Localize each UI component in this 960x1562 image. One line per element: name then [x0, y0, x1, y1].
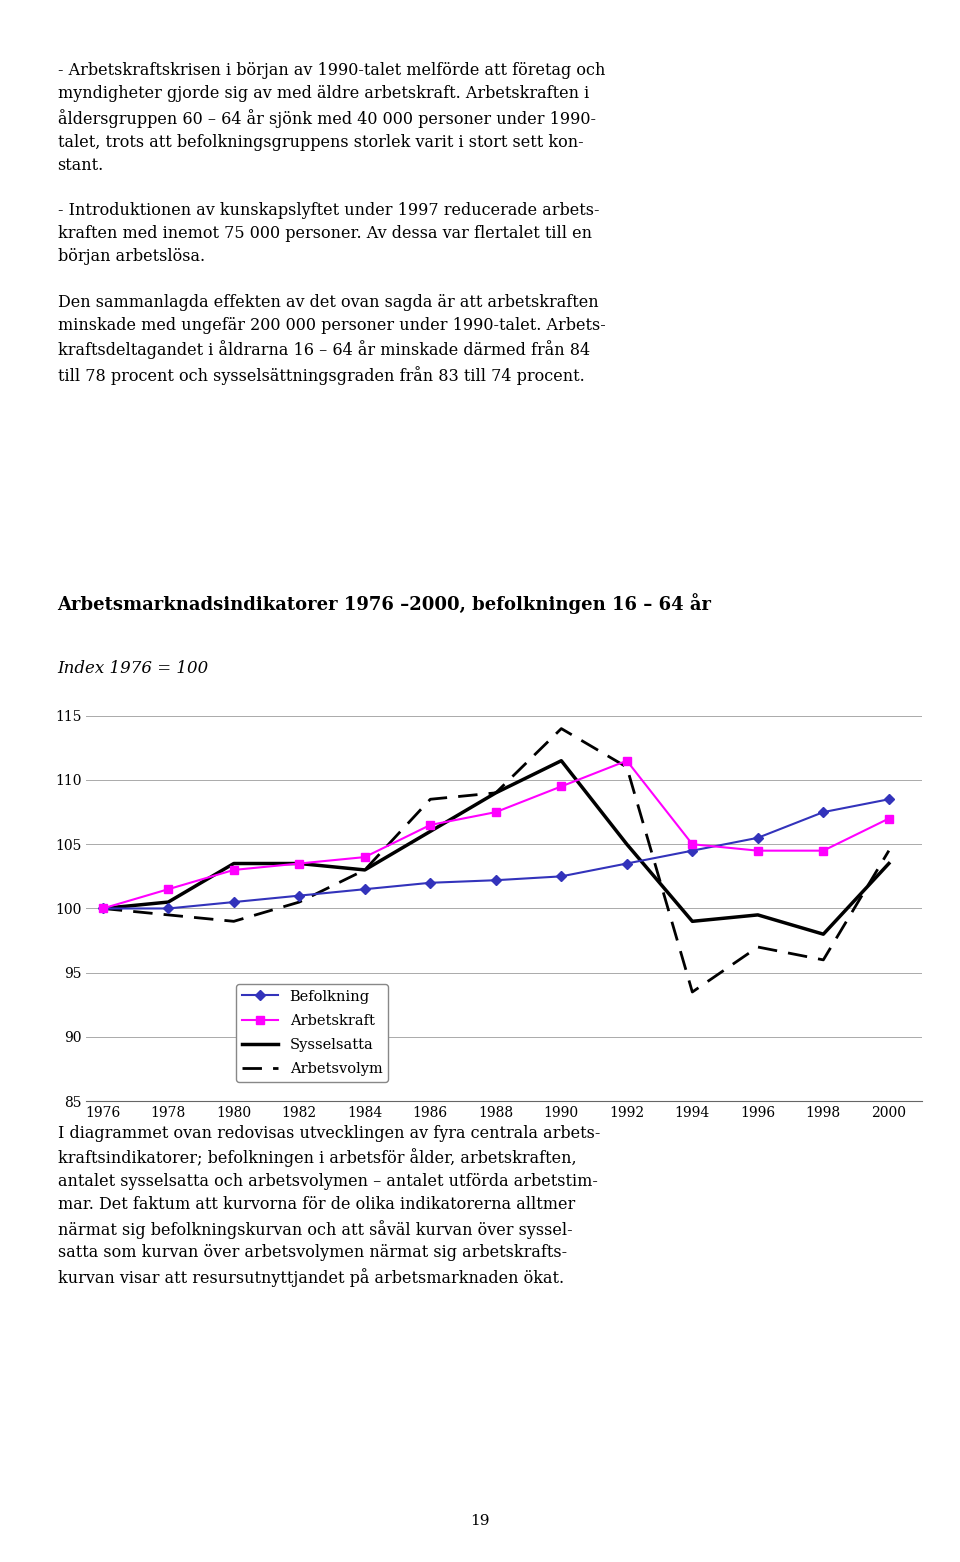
Arbetsvolym	[752, 937, 763, 956]
Befolkning	[686, 842, 698, 861]
Arbetsvolym	[424, 790, 436, 809]
Arbetsvolym	[818, 951, 829, 970]
Sysselsatta	[883, 854, 895, 873]
Befolkning	[97, 900, 108, 918]
Arbetskraft	[490, 803, 501, 822]
Arbetsvolym	[621, 758, 633, 776]
Befolkning	[424, 873, 436, 892]
Arbetskraft	[294, 854, 305, 873]
Text: - Arbetskraftskrisen i början av 1990-talet melförde att företag och
myndigheter: - Arbetskraftskrisen i början av 1990-ta…	[58, 62, 606, 384]
Text: Index 1976 = 100: Index 1976 = 100	[58, 659, 209, 676]
Arbetskraft	[424, 815, 436, 834]
Befolkning	[294, 886, 305, 904]
Arbetsvolym	[556, 719, 567, 737]
Arbetskraft	[97, 900, 108, 918]
Text: Arbetsmarknadsindikatorer 1976 –2000, befolkningen 16 – 64 år: Arbetsmarknadsindikatorer 1976 –2000, be…	[58, 594, 711, 614]
Befolkning	[883, 790, 895, 809]
Arbetskraft	[359, 848, 371, 867]
Arbetskraft	[752, 842, 763, 861]
Arbetskraft	[621, 751, 633, 770]
Arbetsvolym	[686, 982, 698, 1001]
Befolkning	[162, 900, 174, 918]
Line: Arbetskraft: Arbetskraft	[99, 756, 893, 912]
Arbetskraft	[818, 842, 829, 861]
Sysselsatta	[752, 906, 763, 925]
Befolkning	[556, 867, 567, 886]
Sysselsatta	[490, 784, 501, 803]
Line: Arbetsvolym: Arbetsvolym	[103, 728, 889, 992]
Arbetsvolym	[490, 784, 501, 803]
Arbetsvolym	[228, 912, 240, 931]
Arbetsvolym	[883, 842, 895, 861]
Arbetsvolym	[162, 906, 174, 925]
Arbetsvolym	[359, 861, 371, 879]
Text: I diagrammet ovan redovisas utvecklingen av fyra centrala arbets-
kraftsindikato: I diagrammet ovan redovisas utvecklingen…	[58, 1125, 600, 1287]
Sysselsatta	[686, 912, 698, 931]
Befolkning	[359, 879, 371, 898]
Sysselsatta	[162, 893, 174, 912]
Arbetsvolym	[294, 893, 305, 912]
Sysselsatta	[97, 900, 108, 918]
Sysselsatta	[294, 854, 305, 873]
Text: 19: 19	[470, 1514, 490, 1528]
Befolkning	[490, 872, 501, 890]
Sysselsatta	[556, 751, 567, 770]
Arbetskraft	[556, 776, 567, 795]
Arbetskraft	[228, 861, 240, 879]
Sysselsatta	[424, 822, 436, 840]
Legend: Befolkning, Arbetskraft, Sysselsatta, Arbetsvolym: Befolkning, Arbetskraft, Sysselsatta, Ar…	[235, 984, 388, 1082]
Arbetsvolym	[97, 900, 108, 918]
Sysselsatta	[228, 854, 240, 873]
Sysselsatta	[818, 925, 829, 943]
Befolkning	[752, 828, 763, 847]
Befolkning	[818, 803, 829, 822]
Line: Sysselsatta: Sysselsatta	[103, 761, 889, 934]
Befolkning	[621, 854, 633, 873]
Arbetskraft	[162, 879, 174, 898]
Befolkning	[228, 893, 240, 912]
Arbetskraft	[883, 809, 895, 828]
Arbetskraft	[686, 834, 698, 853]
Sysselsatta	[621, 834, 633, 853]
Sysselsatta	[359, 861, 371, 879]
Line: Befolkning: Befolkning	[99, 795, 892, 912]
